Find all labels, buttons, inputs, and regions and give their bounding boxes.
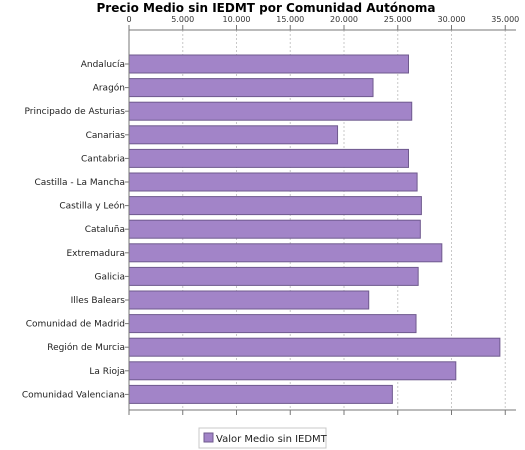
y-axis-category-labels: Andalucía Aragón Principado de Asturias Can… (22, 60, 129, 400)
legend-label: Valor Medio sin IEDMT (216, 434, 328, 445)
category-label: Aragón (93, 83, 125, 94)
x-tick-label: 0 (126, 15, 131, 24)
legend: Valor Medio sin IEDMT (198, 427, 328, 449)
category-label: Cataluña (85, 225, 125, 235)
x-tick-label: 10.000 (223, 15, 251, 24)
x-tick-label: 35.000 (491, 15, 519, 24)
category-label: Cantabria (81, 154, 125, 164)
bar (128, 196, 422, 216)
bar (128, 314, 417, 334)
bar (128, 266, 419, 286)
x-tick-label: 5.000 (171, 15, 194, 24)
chart-title: Precio Medio sin IEDMT por Comunidad Aut… (97, 1, 436, 15)
category-label: La Rioja (89, 367, 125, 377)
bar (128, 172, 418, 192)
bar (128, 78, 374, 98)
bars (128, 54, 501, 404)
bar (128, 219, 421, 239)
bar (128, 101, 413, 121)
bar (128, 243, 443, 263)
axes (128, 29, 516, 411)
bar (128, 148, 409, 168)
category-label: Principado de Asturias (24, 107, 125, 117)
x-tick-label: 20.000 (330, 15, 358, 24)
bar (128, 290, 370, 310)
category-label: Comunidad de Madrid (26, 320, 125, 330)
bar (128, 337, 501, 357)
bar (128, 125, 339, 145)
category-label: Galicia (95, 272, 125, 282)
category-label: Comunidad Valenciana (22, 390, 125, 400)
x-tick-label: 30.000 (438, 15, 466, 24)
x-axis-ticks: 0 5.000 10.000 15.000 20.000 25.000 30.000 35.0… (126, 15, 519, 415)
bar (128, 54, 409, 74)
legend-swatch (203, 432, 214, 443)
category-label: Extremadura (67, 249, 126, 259)
category-label: Canarias (86, 131, 126, 141)
category-label: Illes Balears (71, 296, 126, 306)
category-label: Castilla - La Mancha (34, 178, 125, 188)
category-label: Andalucía (81, 60, 125, 70)
category-label: Región de Murcia (47, 342, 125, 353)
bar (128, 384, 393, 404)
category-label: Castilla y León (59, 201, 125, 212)
x-tick-label: 25.000 (384, 15, 412, 24)
x-tick-label: 15.000 (276, 15, 304, 24)
bar (128, 361, 457, 381)
legend-box (198, 427, 327, 449)
